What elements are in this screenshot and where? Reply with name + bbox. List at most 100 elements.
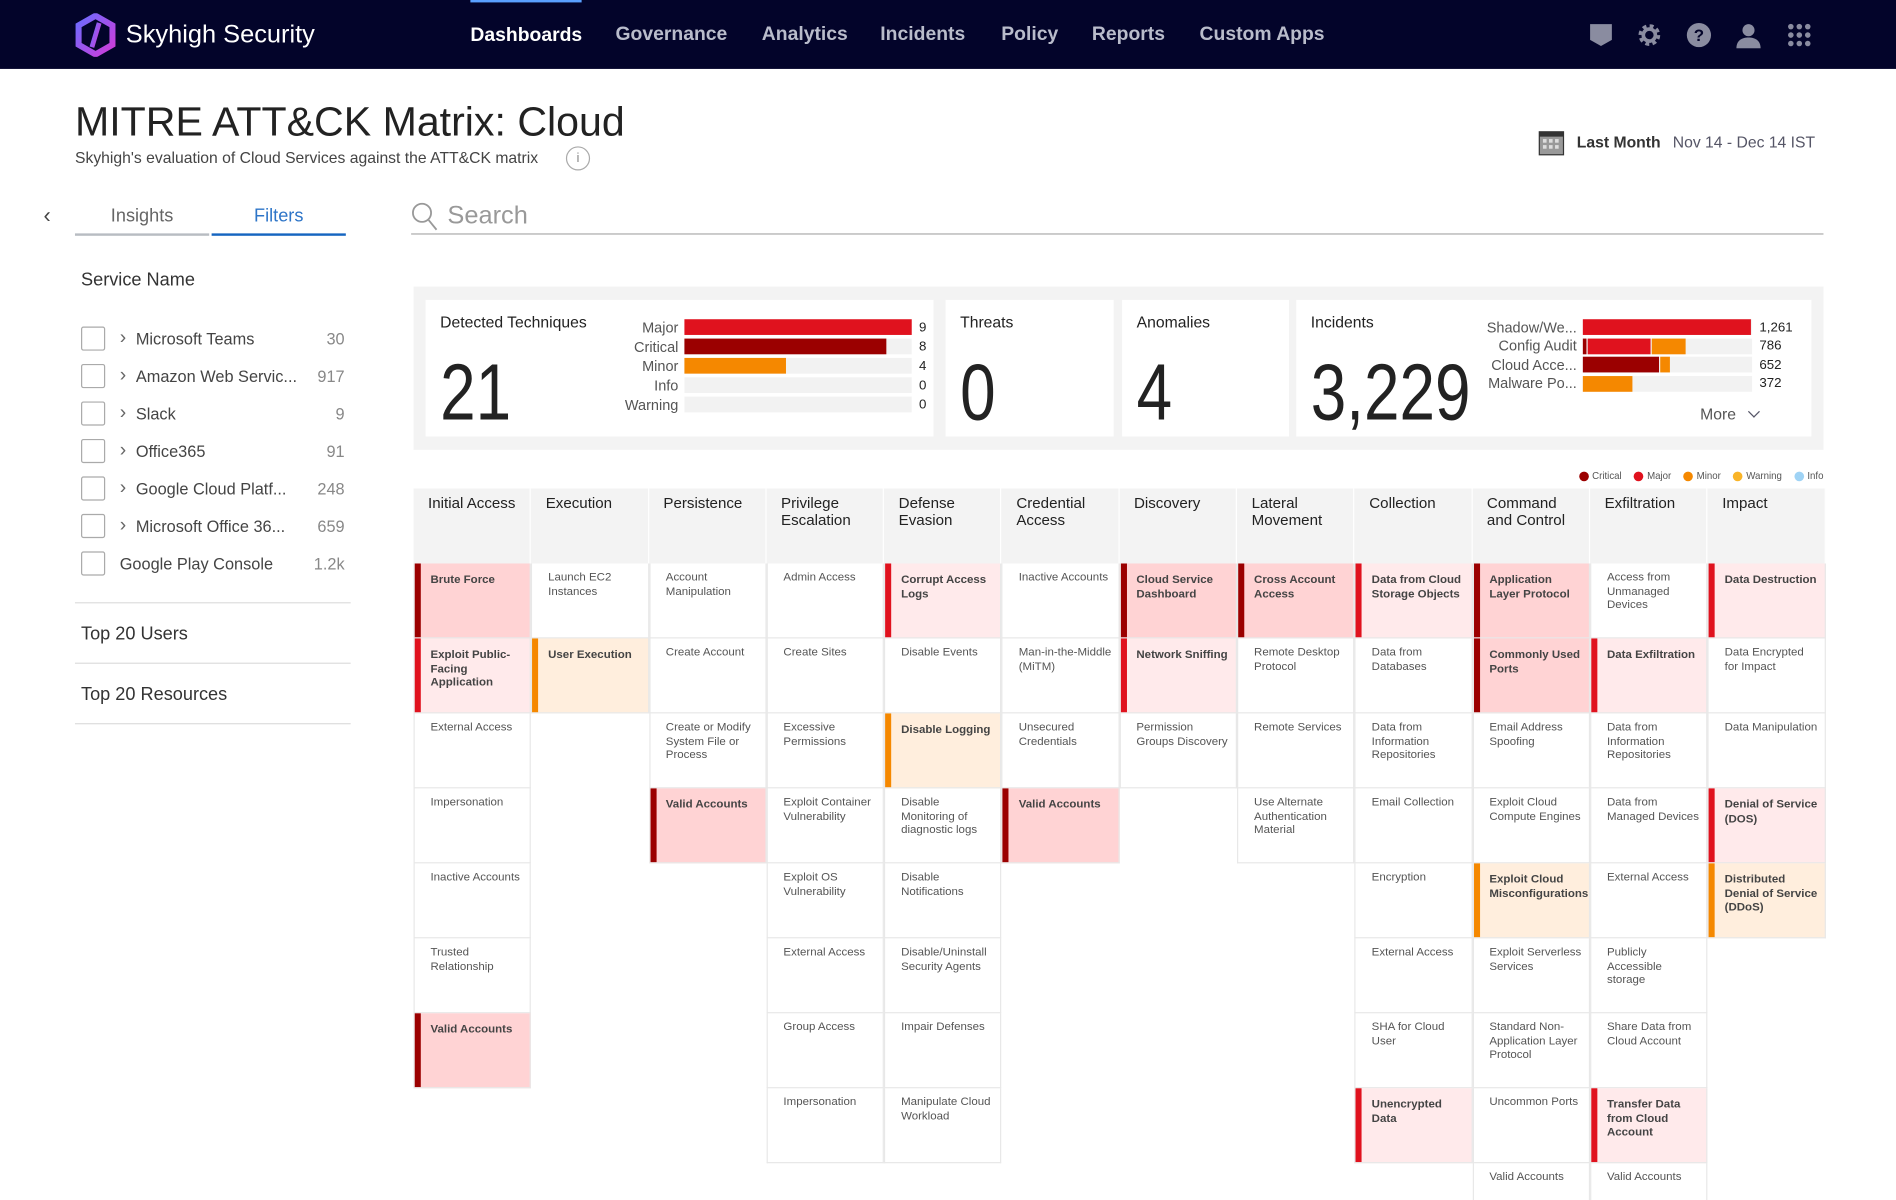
checkbox[interactable]	[81, 513, 106, 539]
checkbox[interactable]	[81, 401, 106, 426]
service-filter-item[interactable]: › Microsoft Office 36... 659	[81, 513, 345, 540]
technique-cell[interactable]: Exploit Container Vulnerability	[766, 788, 885, 864]
incident-bar-row[interactable]: Shadow/We... 1,261	[1475, 319, 1793, 336]
technique-cell[interactable]: Publicly Accessible storage	[1590, 938, 1708, 1014]
nav-custom-apps[interactable]: Custom Apps	[1199, 23, 1325, 45]
search-input[interactable]: Search	[411, 198, 1824, 235]
technique-cell[interactable]: Create Account	[648, 638, 767, 714]
technique-cell[interactable]: Data from Cloud Storage Objects	[1354, 563, 1473, 639]
technique-cell[interactable]: Access from Unmanaged Devices	[1590, 563, 1708, 639]
technique-cell[interactable]: Email Collection	[1354, 788, 1473, 864]
technique-cell[interactable]: Data Destruction	[1707, 563, 1826, 639]
technique-cell[interactable]: Disable Events	[884, 638, 1002, 714]
detected-techniques-card[interactable]: Detected Techniques 21 Major 9 Critical 8 Mi…	[425, 299, 934, 437]
technique-cell[interactable]: Trusted Relationship	[413, 938, 532, 1014]
technique-cell[interactable]: Disable Monitoring of diagnostic logs	[884, 788, 1002, 864]
technique-cell[interactable]: Data Manipulation	[1707, 713, 1826, 789]
incident-bar-row[interactable]: Malware Po... 372	[1475, 375, 1781, 392]
technique-cell[interactable]: Uncommon Ports	[1472, 1088, 1591, 1164]
checkbox[interactable]	[81, 326, 106, 351]
technique-cell[interactable]: Exploit Cloud Misconfigurations	[1472, 863, 1591, 939]
technique-cell[interactable]: Transfer Data from Cloud Account	[1590, 1088, 1708, 1164]
threats-card[interactable]: Threats 0	[945, 299, 1114, 437]
chevron-right-icon[interactable]: ›	[119, 327, 127, 349]
technique-cell[interactable]: Group Access	[766, 1013, 885, 1089]
technique-cell[interactable]: Remote Desktop Protocol	[1237, 638, 1355, 714]
nav-analytics[interactable]: Analytics	[761, 23, 848, 45]
technique-cell[interactable]: Create or Modify System File or Process	[648, 713, 767, 789]
technique-cell[interactable]: Use Alternate Authentication Material	[1237, 788, 1355, 864]
top-users-section[interactable]: Top 20 Users	[81, 623, 188, 645]
technique-cell[interactable]: Data from Information Repositories	[1590, 713, 1708, 789]
service-filter-item[interactable]: › Office365 91	[81, 438, 345, 465]
apps-grid-icon[interactable]	[1786, 22, 1813, 49]
tab-filters[interactable]: Filters	[211, 206, 346, 236]
anomalies-card[interactable]: Anomalies 4	[1122, 299, 1290, 437]
nav-dashboards[interactable]: Dashboards	[470, 0, 583, 69]
technique-cell[interactable]: Exploit OS Vulnerability	[766, 863, 885, 939]
technique-cell[interactable]: Valid Accounts	[1001, 788, 1120, 864]
technique-cell[interactable]: Exploit Serverless Services	[1472, 938, 1591, 1014]
technique-cell[interactable]: Inactive Accounts	[1001, 563, 1120, 639]
service-filter-item[interactable]: › Google Cloud Platf... 248	[81, 475, 345, 502]
technique-cell[interactable]: External Access	[766, 938, 885, 1014]
more-button[interactable]: More	[1700, 405, 1761, 423]
technique-cell[interactable]: Encryption	[1354, 863, 1473, 939]
shield-icon[interactable]	[1588, 22, 1615, 49]
technique-cell[interactable]: Valid Accounts	[1590, 1163, 1708, 1200]
incidents-card[interactable]: Incidents 3,229 Shadow/We... 1,261 Config …	[1296, 299, 1812, 437]
info-icon[interactable]: i	[565, 146, 591, 171]
technique-cell[interactable]: Corrupt Access Logs	[884, 563, 1002, 639]
technique-cell[interactable]: Data Encrypted for Impact	[1707, 638, 1826, 714]
technique-cell[interactable]: Excessive Permissions	[766, 713, 885, 789]
technique-cell[interactable]: Disable/Uninstall Security Agents	[884, 938, 1002, 1014]
nav-governance[interactable]: Governance	[615, 23, 728, 45]
technique-cell[interactable]: Disable Logging	[884, 713, 1002, 789]
technique-cell[interactable]: Disable Notifications	[884, 863, 1002, 939]
incident-bar-row[interactable]: Cloud Acce... 652	[1475, 356, 1781, 373]
technique-cell[interactable]: Distributed Denial of Service (DDoS)	[1707, 863, 1826, 939]
technique-cell[interactable]: SHA for Cloud User	[1354, 1013, 1473, 1089]
technique-cell[interactable]: External Access	[413, 713, 532, 789]
checkbox[interactable]	[81, 438, 106, 464]
technique-cell[interactable]: Inactive Accounts	[413, 863, 532, 939]
technique-cell[interactable]: Application Layer Protocol	[1472, 563, 1591, 639]
service-filter-item[interactable]: › Amazon Web Servic... 917	[81, 363, 345, 390]
chevron-right-icon[interactable]: ›	[119, 477, 127, 499]
technique-cell[interactable]: Impersonation	[413, 788, 532, 864]
chevron-right-icon[interactable]: ›	[119, 402, 127, 424]
date-range-picker[interactable]: Last Month Nov 14 - Dec 14 IST	[1538, 127, 1815, 156]
technique-cell[interactable]: Permission Groups Discovery	[1119, 713, 1238, 789]
technique-cell[interactable]: Data from Databases	[1354, 638, 1473, 714]
chevron-right-icon[interactable]: ›	[119, 440, 127, 461]
checkbox[interactable]	[81, 476, 106, 501]
gear-icon[interactable]	[1636, 22, 1663, 49]
technique-cell[interactable]: Share Data from Cloud Account	[1590, 1013, 1708, 1089]
technique-cell[interactable]: Create Sites	[766, 638, 885, 714]
service-filter-item[interactable]: › Microsoft Teams 30	[81, 325, 345, 352]
technique-cell[interactable]: Impersonation	[766, 1088, 885, 1164]
technique-cell[interactable]: Exploit Public-Facing Application	[413, 638, 532, 714]
user-icon[interactable]	[1735, 22, 1762, 49]
nav-incidents[interactable]: Incidents	[880, 23, 966, 45]
technique-cell[interactable]: Network Sniffing	[1119, 638, 1238, 714]
technique-cell[interactable]: Admin Access	[766, 563, 885, 639]
technique-cell[interactable]: Data from Information Repositories	[1354, 713, 1473, 789]
technique-cell[interactable]: Account Manipulation	[648, 563, 767, 639]
technique-cell[interactable]: Standard Non-Application Layer Protocol	[1472, 1013, 1591, 1089]
brand-logo[interactable]: Skyhigh Security	[75, 13, 315, 57]
nav-reports[interactable]: Reports	[1091, 23, 1166, 45]
help-icon[interactable]: ?	[1686, 22, 1713, 49]
technique-cell[interactable]: External Access	[1354, 938, 1473, 1014]
checkbox[interactable]	[81, 363, 106, 389]
technique-cell[interactable]: Exploit Cloud Compute Engines	[1472, 788, 1591, 864]
incident-bar-row[interactable]: Config Audit 786	[1475, 337, 1782, 354]
technique-cell[interactable]: Valid Accounts	[648, 788, 767, 864]
technique-cell[interactable]: Valid Accounts	[1472, 1163, 1591, 1200]
top-resources-section[interactable]: Top 20 Resources	[81, 684, 228, 705]
technique-cell[interactable]: Commonly Used Ports	[1472, 638, 1591, 714]
checkbox[interactable]	[81, 551, 106, 576]
tab-insights[interactable]: Insights	[74, 206, 210, 236]
technique-cell[interactable]: Denial of Service (DOS)	[1707, 788, 1826, 864]
technique-cell[interactable]: Man-in-the-Middle (MiTM)	[1001, 638, 1120, 714]
